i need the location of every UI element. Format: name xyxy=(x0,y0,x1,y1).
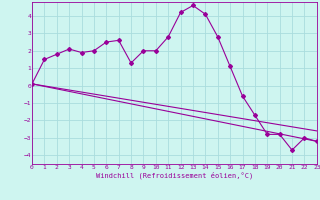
X-axis label: Windchill (Refroidissement éolien,°C): Windchill (Refroidissement éolien,°C) xyxy=(96,171,253,179)
